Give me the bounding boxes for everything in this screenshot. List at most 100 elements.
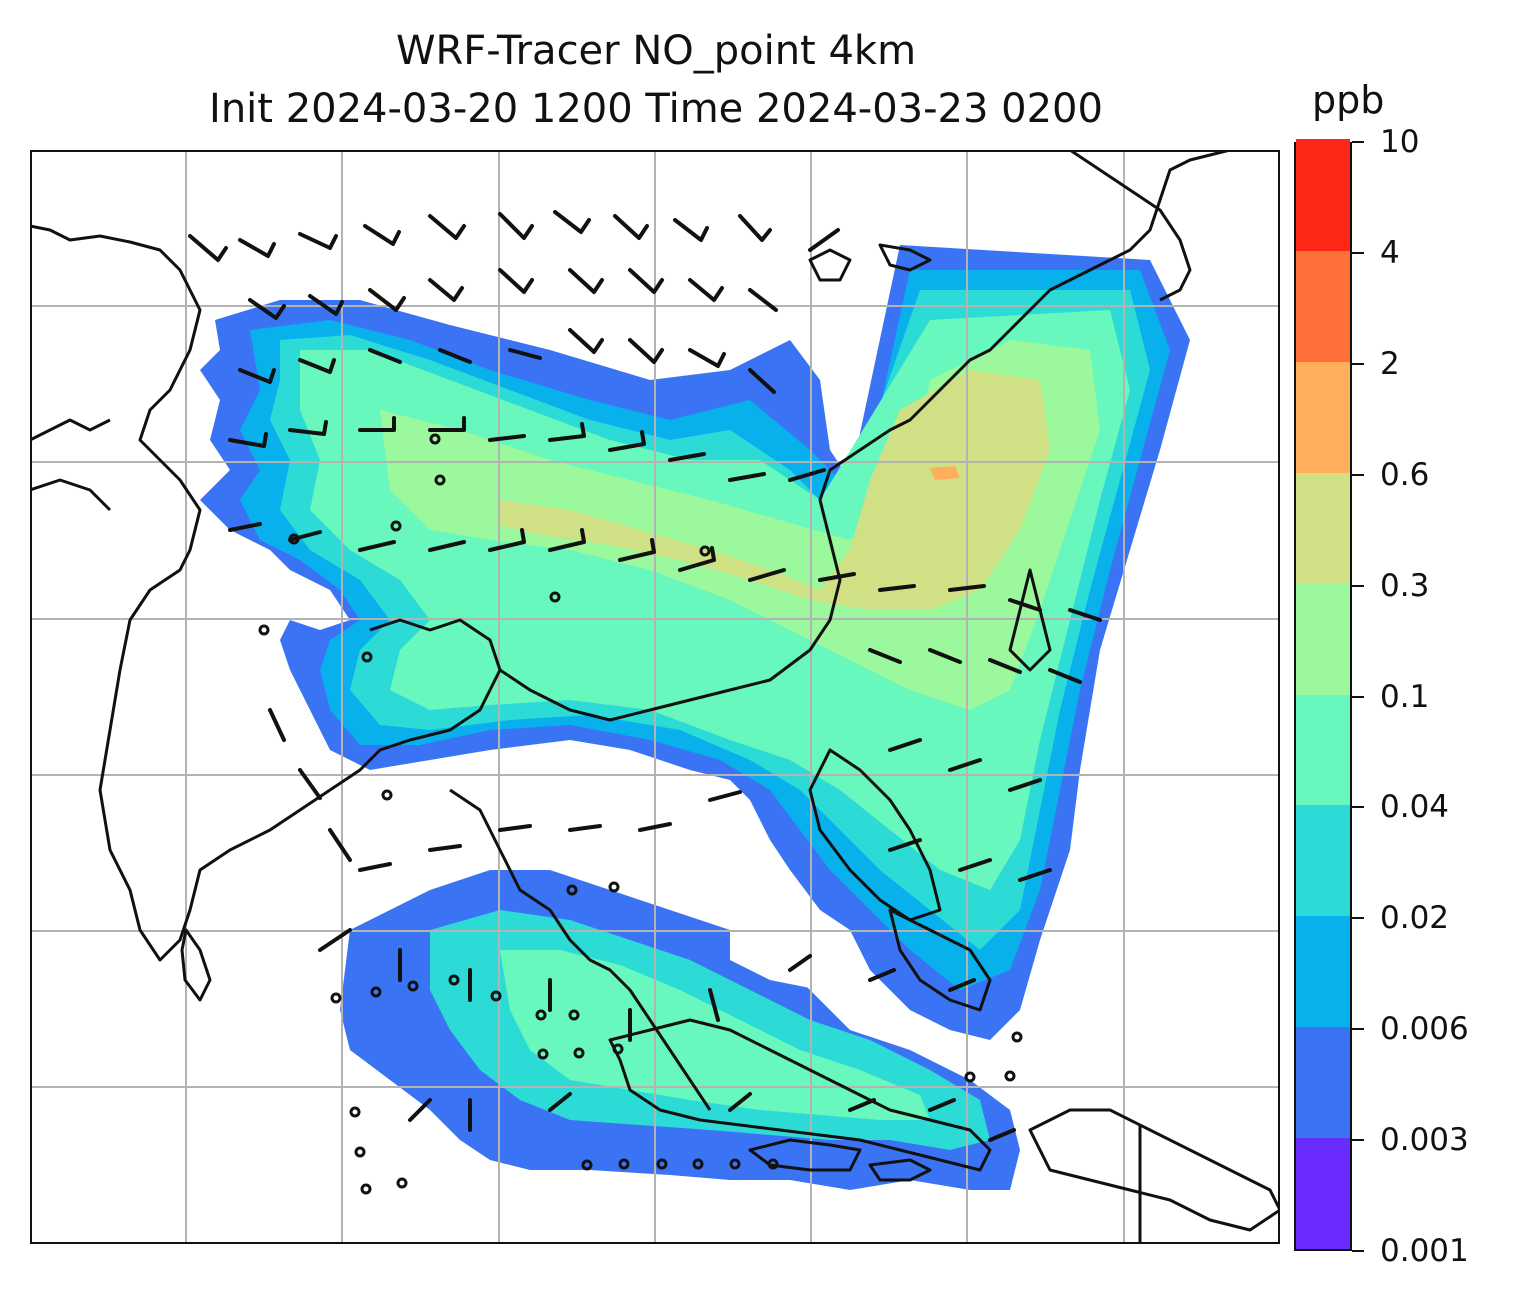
colorbar-tick [1352,1028,1364,1031]
colorbar-tick-label: 0.003 [1380,1122,1469,1159]
colorbar-band [1296,1137,1350,1249]
wind-barb [498,212,534,240]
colorbar-tick-label: 10 [1380,124,1420,160]
wind-barb [548,528,586,552]
wind-barb [228,432,268,448]
colorbar-band [1296,249,1350,362]
tracer-spot-orange [930,466,960,480]
wind-barb [568,328,604,354]
wind-barb [748,288,778,312]
calm-marker [566,884,578,896]
wind-barb [848,1098,876,1112]
wind-barb [508,348,542,360]
wind-barb [788,954,812,972]
wind-barb [1008,598,1042,612]
colorbar-tick [1352,917,1364,920]
colorbar-tick [1352,1250,1364,1252]
colorbar-tick [1352,806,1364,809]
wind-barb [358,540,396,552]
wind-barb [368,348,402,364]
wind-barb [1048,668,1082,684]
tracer-field [200,245,1190,1190]
colorbar-band [1296,693,1350,806]
wind-barb [238,238,276,258]
wind-barb [708,988,720,1022]
calm-marker [407,980,419,992]
wind-barb [808,228,840,252]
calm-marker [448,974,460,986]
colorbar-band [1296,915,1350,1028]
wind-barb [428,844,462,852]
calm-marker [354,1146,366,1158]
calm-marker [434,474,446,486]
colorbar-tick [1352,362,1364,365]
wind-barb [888,838,922,852]
calm-marker [608,881,620,893]
wind-barb [428,278,464,302]
calm-marker [535,1009,547,1021]
wind-barb [868,968,896,982]
colorbar-band [1296,139,1350,251]
map-title: WRF-Tracer NO_point 4km [395,28,917,74]
wind-barb [613,214,649,240]
wind-barb [358,862,392,872]
wind-barb [358,416,396,432]
wind-barb [568,824,602,832]
wind-barb [988,658,1022,674]
wind-barb [298,232,338,250]
colorbar-tick [1352,584,1364,587]
wind-barbs [188,210,1102,1142]
colorbar-tick [1352,695,1364,698]
wind-barb [928,648,962,664]
wind-barb [868,648,902,664]
wind-barb [188,234,228,262]
wind-barb [628,338,664,364]
calm-marker [349,1106,361,1118]
calm-marker [549,591,561,603]
wind-barb [928,1098,956,1112]
wind-barb [268,708,286,742]
tracer-gap-white [730,920,830,990]
wind-barb [688,278,724,302]
wind-barb [488,434,526,442]
wind-barb [1018,868,1052,882]
colorbar-band [1296,360,1350,473]
calm-marker [618,1158,630,1170]
wind-barb [438,348,472,364]
calm-marker [396,1177,408,1189]
calm-marker [1004,1070,1016,1082]
wind-barb [568,268,604,294]
calm-marker [1011,1031,1023,1043]
wind-barb [553,210,591,234]
calm-marker [612,1043,624,1055]
calm-marker [490,990,502,1002]
wind-barb [488,528,526,552]
calm-marker [699,545,711,557]
calm-marker [370,986,382,998]
colorbar-unit-label: ppb [1312,78,1385,122]
tracer-band-olive [500,370,1050,610]
map-subtitle: Init 2024-03-20 1200 Time 2024-03-23 020… [209,86,1103,132]
wind-barb [678,546,716,572]
colorbar-band [1296,471,1350,584]
calm-marker [692,1158,704,1170]
wind-barb [708,790,742,802]
colorbar-tick-label: 0.6 [1380,456,1430,493]
wind-barb [668,452,706,462]
colorbar-tick-label: 0.1 [1380,678,1430,715]
wind-barb [1068,608,1102,622]
colorbar-tick-label: 2 [1380,345,1400,382]
wind-barb [688,348,726,368]
wind-barb [248,298,286,320]
calm-marker [729,1158,741,1170]
wind-barb [728,472,766,482]
wind-barb [988,1128,1016,1142]
calm-marker [964,1071,976,1083]
calm-marker [361,651,373,663]
wind-barb [748,568,786,582]
colorbar-band [1296,582,1350,695]
wind-barb [738,214,772,242]
calm-marker [381,789,393,801]
colorbar-tick-label: 0.3 [1380,567,1430,604]
wind-barb [748,368,776,394]
